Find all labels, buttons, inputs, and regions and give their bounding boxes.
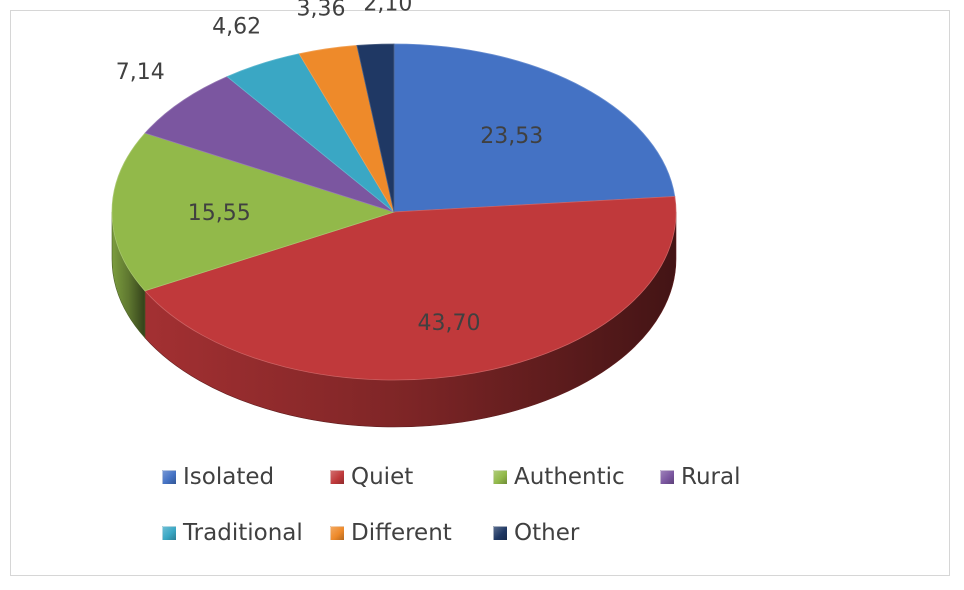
legend-item-isolated: Isolated [162, 463, 274, 491]
data-label-other: 2,10 [363, 0, 412, 17]
legend-item-authentic: Authentic [493, 463, 625, 491]
legend-item-rural: Rural [660, 463, 740, 491]
legend-swatch-rural [660, 470, 674, 484]
data-label-different: 3,36 [297, 0, 346, 22]
legend-item-different: Different [330, 519, 452, 547]
pie-slice-isolated [393, 43, 676, 213]
legend-swatch-other [493, 526, 507, 540]
legend-item-other: Other [493, 519, 579, 547]
data-label-rural: 7,14 [116, 60, 165, 85]
legend-swatch-quiet [330, 470, 344, 484]
legend-label-authentic: Authentic [514, 464, 625, 490]
legend-label-quiet: Quiet [351, 464, 414, 490]
data-label-isolated: 23,53 [480, 124, 543, 149]
legend-label-isolated: Isolated [183, 464, 275, 490]
pie-slice-quiet [144, 196, 677, 381]
legend-swatch-different [330, 526, 344, 540]
pie-slice-other [356, 43, 395, 213]
legend-swatch-authentic [493, 470, 507, 484]
legend-label-other: Other [514, 520, 580, 546]
legend-label-traditional: Traditional [183, 520, 303, 546]
legend-swatch-traditional [162, 526, 176, 540]
data-label-quiet: 43,70 [418, 311, 481, 336]
legend-label-different: Different [351, 520, 452, 546]
pie-slice-rural [144, 76, 395, 213]
legend-swatch-isolated [162, 470, 176, 484]
data-label-traditional: 4,62 [212, 14, 261, 39]
pie-slice-authentic [111, 132, 396, 292]
legend-item-quiet: Quiet [330, 463, 413, 491]
legend-item-traditional: Traditional [162, 519, 303, 547]
data-label-authentic: 15,55 [188, 201, 251, 226]
legend-label-rural: Rural [681, 464, 741, 490]
